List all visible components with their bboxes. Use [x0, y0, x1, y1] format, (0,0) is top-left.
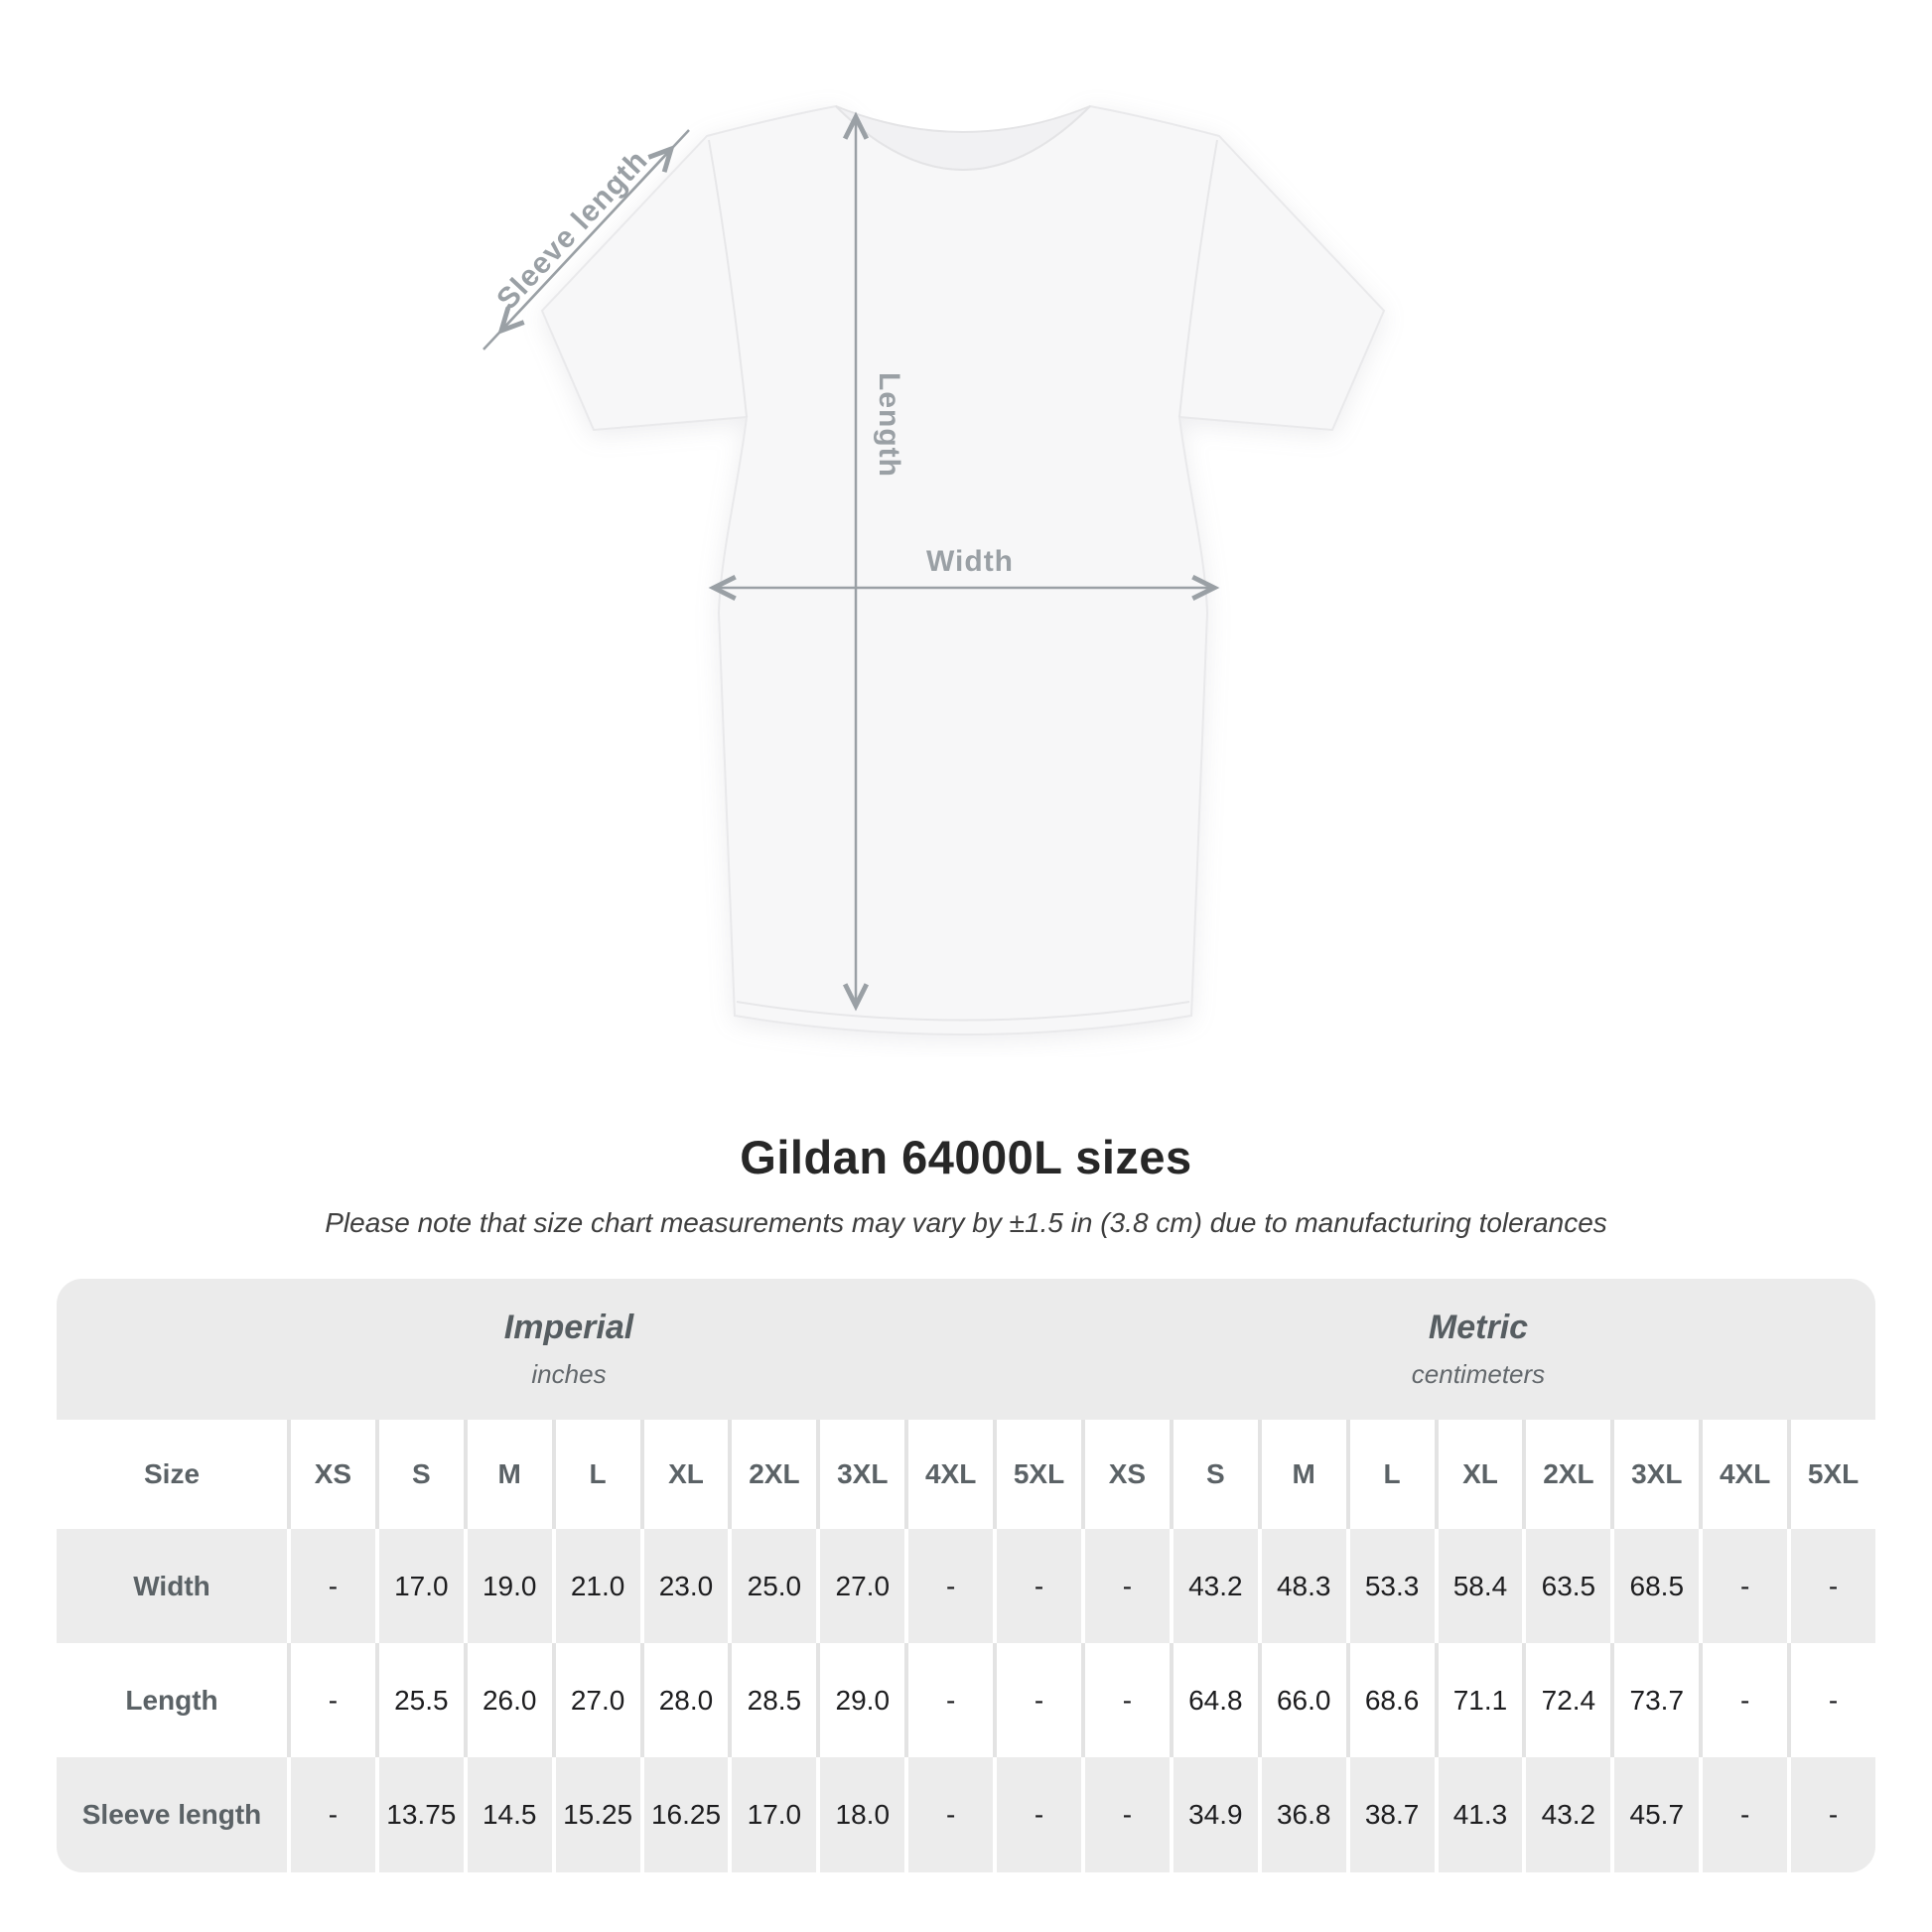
- tshirt-diagram: [496, 84, 1430, 1057]
- table-cell: 72.4: [1522, 1643, 1611, 1757]
- table-cell: -: [1787, 1757, 1875, 1872]
- table-cell: -: [287, 1643, 375, 1757]
- table-cell: -: [287, 1529, 375, 1643]
- table-cell: 28.0: [639, 1643, 729, 1757]
- table-cell: 18.0: [816, 1757, 905, 1872]
- imperial-size-m: M: [463, 1420, 552, 1529]
- table-cell: 19.0: [463, 1529, 552, 1643]
- table-cell: -: [1080, 1757, 1170, 1872]
- table-cell: 17.0: [728, 1757, 817, 1872]
- table-cell: 26.0: [463, 1643, 552, 1757]
- tshirt-illustration: [540, 104, 1386, 1035]
- table-cell: -: [1699, 1643, 1788, 1757]
- imperial-size-2xl: 2XL: [728, 1420, 817, 1529]
- metric-group-name: Metric: [1428, 1309, 1529, 1346]
- table-cell: 13.75: [374, 1757, 464, 1872]
- table-cell: -: [1787, 1529, 1875, 1643]
- metric-size-m: M: [1257, 1420, 1346, 1529]
- table-cell: -: [993, 1529, 1081, 1643]
- table-cell: 15.25: [551, 1757, 640, 1872]
- table-cell: 43.2: [1522, 1757, 1611, 1872]
- table-cell: -: [1787, 1643, 1875, 1757]
- imperial-size-3xl: 3XL: [816, 1420, 905, 1529]
- metric-size-xl: XL: [1434, 1420, 1523, 1529]
- row-label-sleeve-length: Sleeve length: [57, 1757, 287, 1872]
- imperial-size-5xl: 5XL: [993, 1420, 1081, 1529]
- imperial-size-xl: XL: [639, 1420, 729, 1529]
- table-cell: 23.0: [639, 1529, 729, 1643]
- metric-size-l: L: [1345, 1420, 1435, 1529]
- table-cell: 25.0: [728, 1529, 817, 1643]
- table-cell: -: [904, 1757, 994, 1872]
- table-cell: 41.3: [1434, 1757, 1523, 1872]
- table-cell: 64.8: [1169, 1643, 1258, 1757]
- table-cell: -: [904, 1643, 994, 1757]
- table-cell: 25.5: [374, 1643, 464, 1757]
- table-cell: -: [993, 1757, 1081, 1872]
- table-cell: 66.0: [1257, 1643, 1346, 1757]
- table-cell: -: [287, 1757, 375, 1872]
- metric-group-unit: centimeters: [1411, 1359, 1546, 1389]
- table-cell: 27.0: [816, 1529, 905, 1643]
- table-cell: 71.1: [1434, 1643, 1523, 1757]
- table-cell: 34.9: [1169, 1757, 1258, 1872]
- table-cell: 58.4: [1434, 1529, 1523, 1643]
- table-cell: 68.6: [1345, 1643, 1435, 1757]
- table-cell: 36.8: [1257, 1757, 1346, 1872]
- table-cell: 28.5: [728, 1643, 817, 1757]
- metric-size-2xl: 2XL: [1522, 1420, 1611, 1529]
- imperial-group-unit: inches: [531, 1359, 607, 1389]
- row-label-width: Width: [57, 1529, 287, 1643]
- table-cell: -: [904, 1529, 994, 1643]
- width-label: Width: [925, 545, 1015, 578]
- imperial-group-name: Imperial: [503, 1309, 634, 1346]
- table-cell: -: [1080, 1529, 1170, 1643]
- length-label: Length: [873, 372, 905, 478]
- imperial-size-4xl: 4XL: [904, 1420, 994, 1529]
- table-cell: 16.25: [639, 1757, 729, 1872]
- metric-group-header: Metric centimeters: [1080, 1279, 1875, 1420]
- table-cell: 53.3: [1345, 1529, 1435, 1643]
- metric-size-5xl: 5XL: [1787, 1420, 1875, 1529]
- collar: [835, 105, 1091, 171]
- table-cell: 17.0: [374, 1529, 464, 1643]
- table-cell: -: [1699, 1529, 1788, 1643]
- table-cell: 29.0: [816, 1643, 905, 1757]
- imperial-group-header: Imperial inches: [57, 1279, 1081, 1420]
- table-cell: 48.3: [1257, 1529, 1346, 1643]
- table-cell: 43.2: [1169, 1529, 1258, 1643]
- table-cell: 68.5: [1610, 1529, 1700, 1643]
- table-cell: 38.7: [1345, 1757, 1435, 1872]
- table-cell: -: [1080, 1643, 1170, 1757]
- imperial-size-s: S: [374, 1420, 464, 1529]
- page-title: Gildan 64000L sizes: [740, 1131, 1192, 1183]
- metric-size-4xl: 4XL: [1699, 1420, 1788, 1529]
- imperial-size-xs: XS: [287, 1420, 375, 1529]
- table-cell: 27.0: [551, 1643, 640, 1757]
- table-cell: -: [1699, 1757, 1788, 1872]
- row-label-length: Length: [57, 1643, 287, 1757]
- tolerance-note: Please note that size chart measurements…: [325, 1207, 1607, 1238]
- metric-size-xs: XS: [1080, 1420, 1170, 1529]
- table-cell: 14.5: [463, 1757, 552, 1872]
- table-cell: 73.7: [1610, 1643, 1700, 1757]
- table-cell: 63.5: [1522, 1529, 1611, 1643]
- table-cell: 45.7: [1610, 1757, 1700, 1872]
- metric-size-s: S: [1169, 1420, 1258, 1529]
- size-table: Imperial inches Metric centimeters Size …: [57, 1279, 1875, 1872]
- size-column-header: Size: [57, 1420, 287, 1529]
- imperial-size-l: L: [551, 1420, 640, 1529]
- table-cell: 21.0: [551, 1529, 640, 1643]
- table-cell: -: [993, 1643, 1081, 1757]
- metric-size-3xl: 3XL: [1610, 1420, 1700, 1529]
